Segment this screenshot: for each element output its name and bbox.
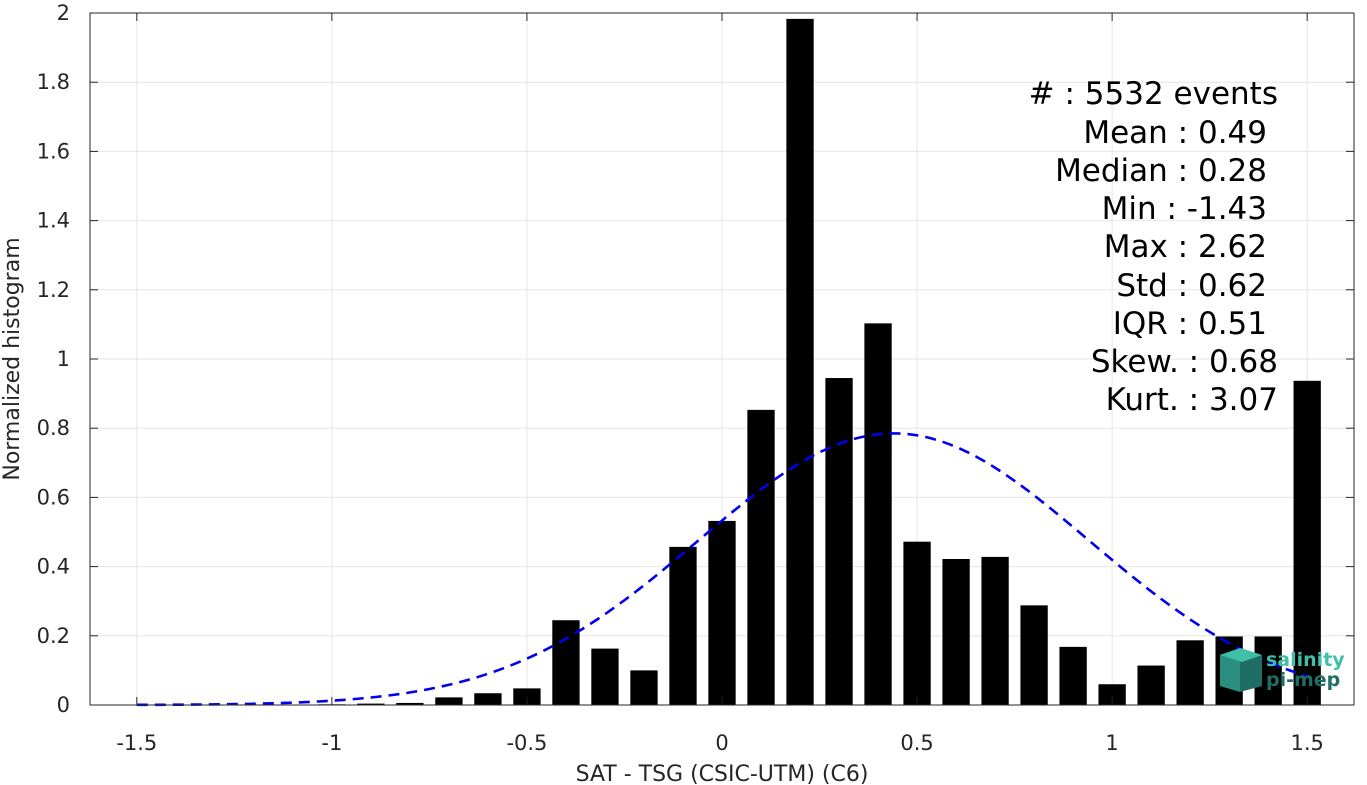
stat-max: Max : 2.62 — [1104, 229, 1267, 265]
histogram-bar-21 — [942, 558, 970, 705]
y-tick-label-5: 1 — [57, 347, 70, 371]
stat-min: Min : -1.43 — [1102, 191, 1267, 227]
stat-count: # : 5532 events — [1029, 76, 1278, 112]
histogram-bar-30 — [1293, 380, 1321, 705]
histogram-bar-7 — [396, 702, 424, 705]
x-tick-label-3: 0 — [715, 731, 728, 755]
histogram-bar-16 — [747, 409, 775, 705]
x-axis-label: SAT - TSG (CSIC-UTM) (C6) — [576, 762, 869, 785]
x-tick-label-6: 1.5 — [1290, 731, 1323, 755]
stat-skew: Skew. : 0.68 — [1091, 344, 1278, 380]
histogram-bar-23 — [1020, 605, 1048, 705]
histogram-bar-8 — [435, 697, 463, 705]
y-tick-label-6: 1.2 — [37, 278, 70, 302]
x-tick-label-5: 1 — [1105, 731, 1118, 755]
y-tick-label-0: 0 — [57, 693, 70, 717]
y-axis-ticks: 0 0.2 0.4 0.6 0.8 1 1.2 1.4 1.6 1.8 2 — [37, 1, 1354, 717]
x-tick-label-2: -0.5 — [506, 731, 547, 755]
histogram-bar-14 — [669, 546, 697, 705]
y-tick-label-9: 1.8 — [37, 70, 70, 94]
histogram-bar-20 — [903, 541, 931, 705]
histogram-bar-24 — [1059, 646, 1087, 705]
stat-std: Std : 0.62 — [1116, 268, 1267, 304]
x-tick-label-1: -1 — [321, 731, 342, 755]
histogram-bar-25 — [1098, 684, 1126, 705]
histogram-bar-9 — [474, 693, 502, 705]
logo-line1: salinity — [1266, 649, 1345, 671]
y-tick-label-7: 1.4 — [37, 209, 70, 233]
y-tick-label-4: 0.8 — [37, 416, 70, 440]
histogram-bar-19 — [864, 323, 892, 705]
x-tick-label-0: -1.5 — [116, 731, 157, 755]
salinity-pi-mep-logo: salinity pi-mep — [1220, 648, 1345, 692]
logo-cube-top — [1220, 648, 1262, 662]
y-tick-label-2: 0.4 — [37, 555, 70, 579]
histogram-bar-18 — [825, 378, 853, 705]
histogram-bar-13 — [630, 670, 658, 705]
stat-mean: Mean : 0.49 — [1083, 115, 1267, 151]
stat-iqr: IQR : 0.51 — [1113, 306, 1267, 342]
x-axis-ticks: -1.5 -1 -0.5 0 0.5 1 1.5 — [116, 13, 1324, 755]
y-tick-label-1: 0.2 — [37, 624, 70, 648]
y-tick-label-8: 1.6 — [37, 139, 70, 163]
histogram-bar-22 — [981, 556, 1009, 705]
gaussian-fit-curve — [136, 432, 1308, 707]
stat-median: Median : 0.28 — [1055, 153, 1267, 189]
histogram-bar-27 — [1176, 640, 1204, 705]
stat-kurt: Kurt. : 3.07 — [1106, 382, 1278, 418]
logo-line2: pi-mep — [1266, 669, 1340, 691]
histogram-bar-10 — [513, 688, 541, 705]
y-axis-label: Normalized histogram — [0, 237, 25, 480]
y-tick-label-10: 2 — [57, 1, 70, 25]
histogram-bar-6 — [357, 703, 385, 705]
histogram-bar-12 — [591, 648, 619, 705]
histogram-bar-15 — [708, 520, 736, 705]
x-tick-label-4: 0.5 — [900, 731, 933, 755]
histogram-bar-11 — [552, 620, 580, 705]
y-tick-label-3: 0.6 — [37, 485, 70, 509]
histogram-bar-17 — [786, 18, 814, 705]
stats-box: # : 5532 events Mean : 0.49 Median : 0.2… — [1029, 76, 1278, 418]
histogram-bar-26 — [1137, 665, 1165, 705]
